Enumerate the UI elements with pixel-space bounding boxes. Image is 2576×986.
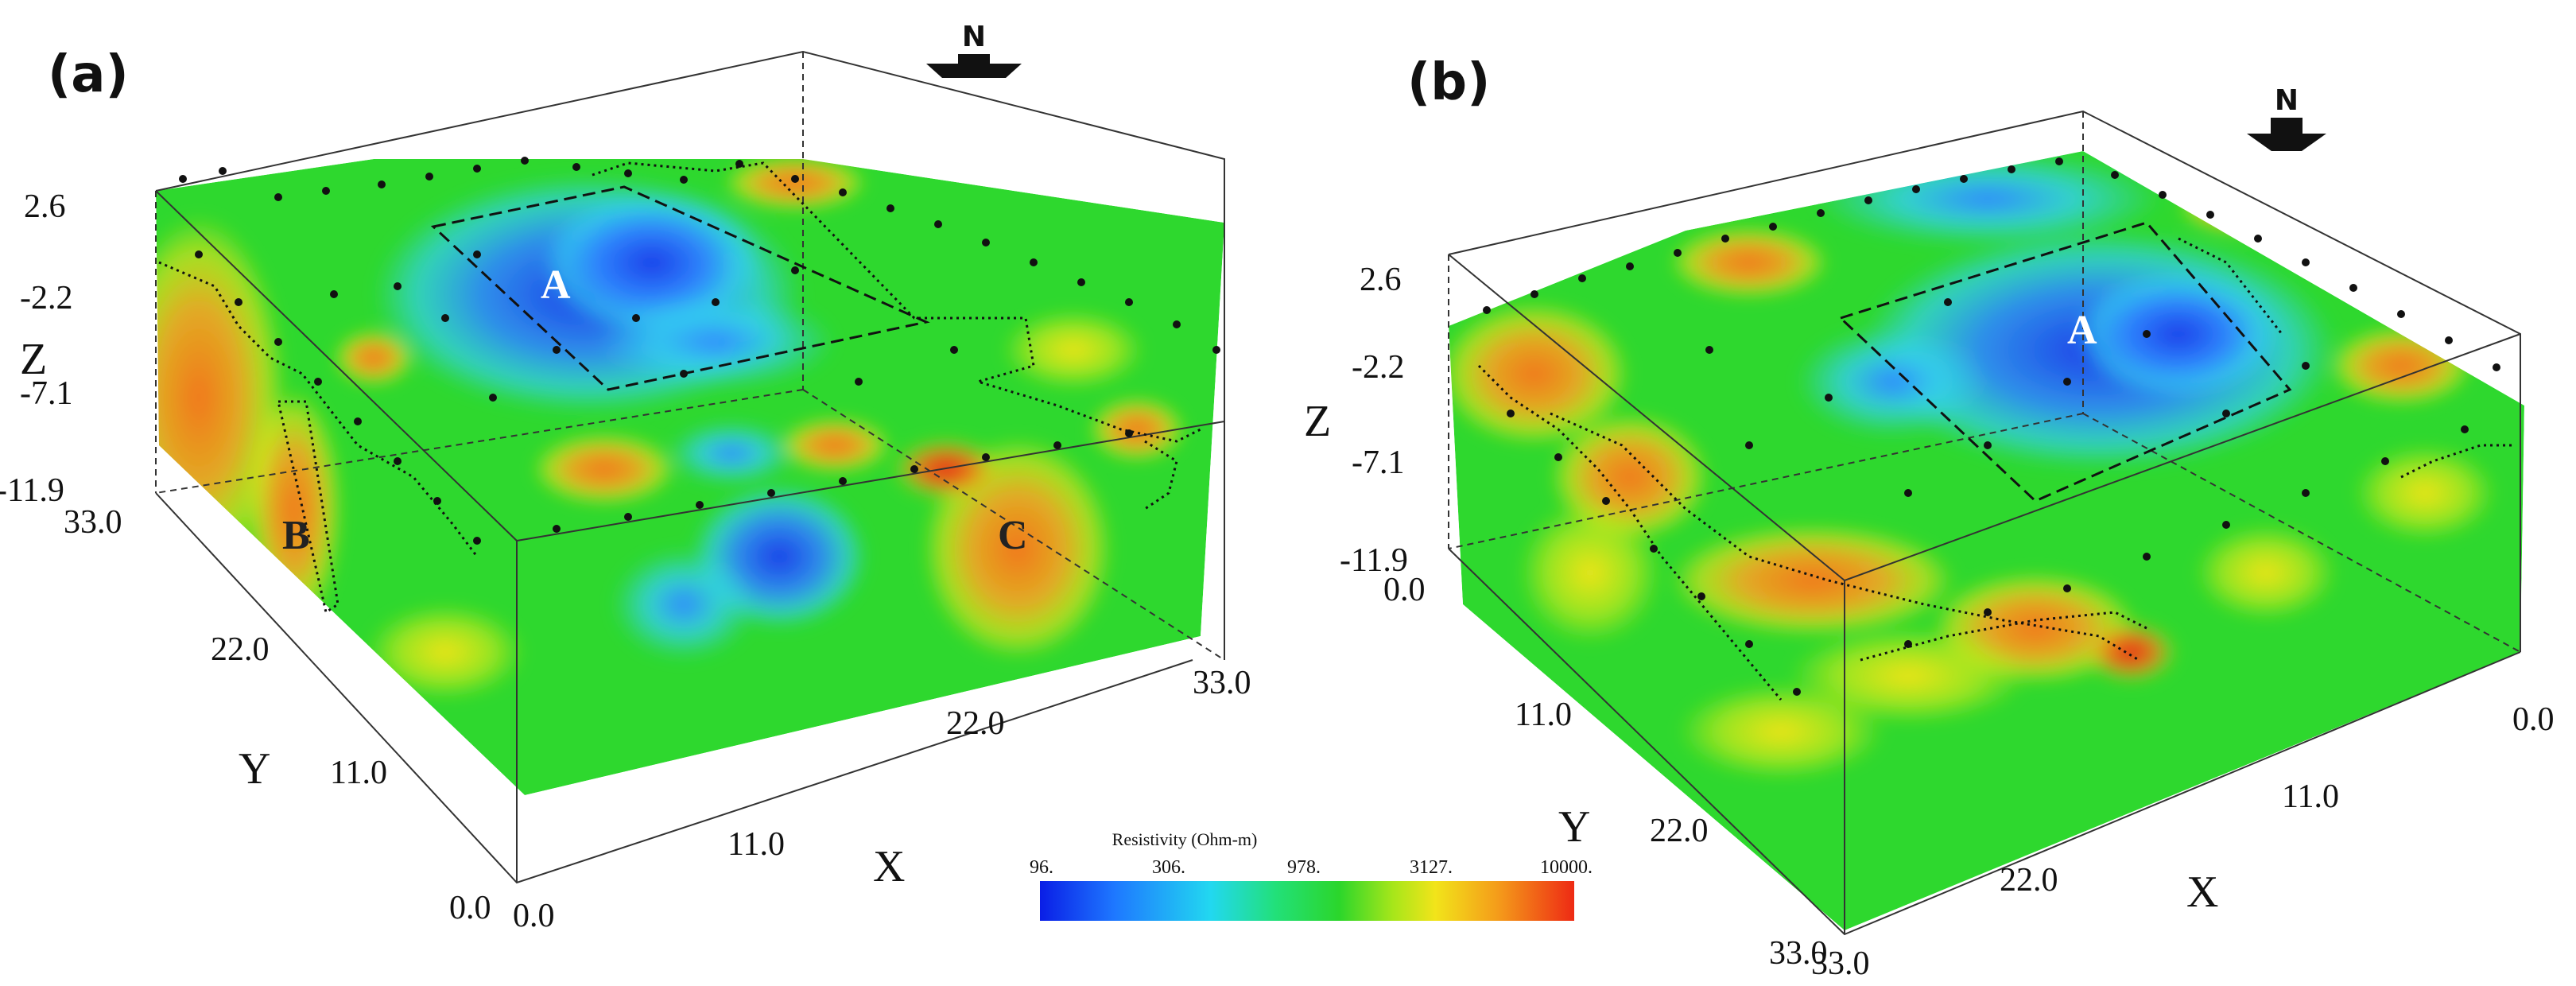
x-axis-label-b: X — [2186, 868, 2218, 917]
y-tick-b-1: 11.0 — [1515, 697, 1572, 733]
y-tick-b-3: 33.0 — [1769, 935, 1828, 972]
z-tick-a-1: -2.2 — [20, 280, 73, 316]
colorbar-tick-1: 306. — [1152, 857, 1185, 878]
frame-b — [1448, 110, 2521, 936]
z-tick-b-0: 2.6 — [1360, 262, 1402, 298]
electrodes-b — [1483, 157, 2500, 696]
north-arrow-b: N — [2247, 84, 2326, 151]
y-axis-label-a: Y — [239, 744, 270, 794]
y-tick-a-2: 11.0 — [330, 755, 387, 791]
y-axis-label-b: Y — [1558, 802, 1590, 852]
x-tick-b-3: 0.0 — [2512, 701, 2555, 738]
colorbar-tick-2: 978. — [1287, 857, 1321, 878]
electrodes-a — [179, 157, 1220, 545]
z-tick-b-3: -11.9 — [1340, 542, 1408, 579]
x-tick-b-2: 11.0 — [2282, 778, 2339, 815]
colorbar-tick-3: 3127. — [1410, 857, 1453, 878]
panel-label-b: (b) — [1407, 53, 1490, 112]
anomaly-label-b-A: A — [2067, 308, 2097, 353]
anomaly-a-outline-b — [1838, 221, 2292, 503]
anomaly-boundaries-a — [158, 161, 1201, 615]
z-tick-a-0: 2.6 — [24, 188, 66, 225]
y-tick-b-0: 0.0 — [1383, 572, 1426, 608]
anomaly-label-a-A: A — [541, 262, 571, 308]
panel-b: (b) N 2.6 -2.2 -7.1 -11.9 Z 0.0 11.0 22.… — [1304, 53, 2555, 982]
resistivity-block-a — [156, 159, 1224, 795]
z-tick-a-3: -11.9 — [0, 472, 64, 509]
y-tick-a-3: 0.0 — [449, 890, 491, 926]
colorbar-title: Resistivity (Ohm-m) — [1112, 829, 1258, 849]
x-tick-a-0: 0.0 — [513, 898, 555, 934]
colorbar: Resistivity (Ohm-m) 96. 306. 978. 3127. … — [1030, 829, 1593, 921]
x-tick-b-1: 22.0 — [2000, 862, 2058, 899]
anomaly-a-outline — [430, 185, 930, 391]
z-tick-b-1: -2.2 — [1352, 349, 1405, 386]
anomaly-label-a-C: C — [998, 513, 1028, 558]
colorbar-tick-4: 10000. — [1540, 857, 1593, 878]
x-tick-b-0: 33.0 — [1811, 945, 1870, 982]
north-label-b: N — [2275, 84, 2299, 117]
z-axis-label-b: Z — [1304, 397, 1331, 446]
north-label-a: N — [962, 21, 986, 53]
anomaly-label-a-B: B — [282, 513, 310, 558]
z-tick-b-2: -7.1 — [1352, 444, 1405, 481]
panel-a: (a) N 2.6 -2.2 -7.1 -11.9 Z 33.0 22.0 11… — [0, 21, 1251, 934]
north-arrow-a: N — [926, 21, 1022, 78]
panel-label-a: (a) — [48, 45, 129, 104]
x-tick-a-2: 22.0 — [946, 705, 1005, 742]
colorbar-tick-0: 96. — [1030, 857, 1053, 878]
x-tick-a-1: 11.0 — [727, 826, 785, 863]
resistivity-block-b — [1449, 151, 2524, 930]
y-tick-a-0: 33.0 — [64, 504, 122, 541]
colorbar-gradient — [1040, 881, 1574, 921]
y-tick-a-1: 22.0 — [211, 631, 270, 668]
z-tick-a-2: -7.1 — [20, 375, 73, 412]
anomaly-boundaries-b — [1477, 221, 2512, 701]
x-axis-label-a: X — [873, 842, 905, 891]
anomaly-b-outline — [277, 400, 339, 615]
z-axis-label-a: Z — [20, 335, 47, 384]
x-tick-a-3: 33.0 — [1193, 665, 1251, 701]
frame-a — [155, 50, 1225, 884]
y-tick-b-2: 22.0 — [1650, 813, 1709, 849]
